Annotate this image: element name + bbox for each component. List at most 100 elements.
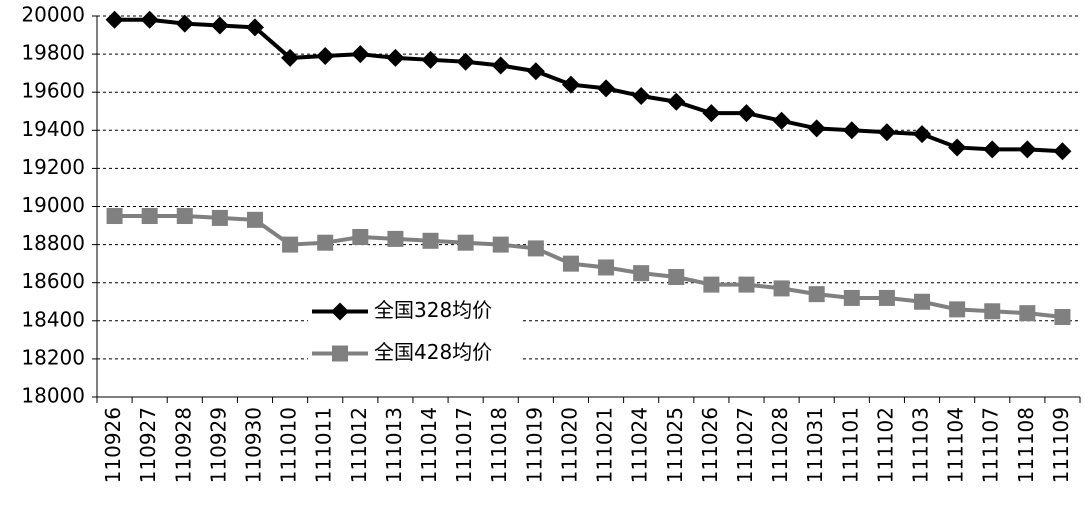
x-tick-label: 111011 <box>312 407 336 483</box>
marker <box>245 18 264 37</box>
y-tick-label: 19200 <box>21 155 85 179</box>
marker <box>457 234 474 251</box>
marker <box>210 16 229 35</box>
legend-label: 全国428均价 <box>374 340 492 364</box>
marker <box>351 45 370 64</box>
y-tick-label: 19800 <box>21 41 85 65</box>
x-tick-label: 111013 <box>382 407 406 483</box>
y-tick-label: 18600 <box>21 269 85 293</box>
marker <box>176 208 193 225</box>
marker <box>878 289 895 306</box>
marker <box>1053 142 1072 161</box>
marker <box>598 259 615 276</box>
marker <box>877 123 896 142</box>
x-tick-label: 111028 <box>768 407 792 483</box>
x-tick-label: 111017 <box>452 407 476 483</box>
marker <box>387 230 404 247</box>
y-tick-label: 18400 <box>21 307 85 331</box>
y-tick-label: 20000 <box>21 3 85 27</box>
x-tick-label: 111031 <box>803 407 827 483</box>
marker <box>316 47 335 66</box>
x-tick-label: 111019 <box>522 407 546 483</box>
marker <box>332 345 348 362</box>
y-tick-label: 19400 <box>21 117 85 141</box>
x-tick-label: 111014 <box>417 407 441 483</box>
marker <box>281 48 300 67</box>
x-tick-label: 111026 <box>698 407 722 483</box>
x-tick-label: 111109 <box>1049 407 1073 483</box>
marker <box>772 111 791 130</box>
marker <box>668 268 685 285</box>
marker <box>842 121 861 140</box>
x-tick-label: 110927 <box>136 407 160 483</box>
marker <box>421 50 440 69</box>
y-tick-label: 18000 <box>21 384 85 408</box>
x-tick-label: 111104 <box>944 407 968 483</box>
marker <box>913 125 932 144</box>
marker <box>492 236 509 253</box>
marker <box>282 236 299 253</box>
marker <box>246 211 263 228</box>
marker <box>703 276 720 293</box>
marker <box>914 293 931 310</box>
marker <box>386 48 405 67</box>
marker <box>352 228 369 245</box>
marker <box>633 265 650 282</box>
marker <box>562 255 579 272</box>
marker <box>141 208 158 225</box>
x-tick-label: 111103 <box>909 407 933 483</box>
x-tick-label: 111108 <box>1014 407 1038 483</box>
marker <box>105 10 124 29</box>
marker <box>808 286 825 303</box>
marker <box>948 138 967 157</box>
x-tick-label: 111020 <box>557 407 581 483</box>
marker <box>984 303 1001 320</box>
series-line <box>114 17 1063 154</box>
x-tick-label: 111027 <box>733 407 757 483</box>
marker <box>140 10 159 29</box>
x-tick-label: 111025 <box>663 407 687 483</box>
x-tick-label: 111101 <box>838 407 862 483</box>
marker <box>211 209 228 226</box>
marker <box>843 289 860 306</box>
y-tick-label: 19600 <box>21 79 85 103</box>
x-tick-label: 110926 <box>101 407 125 483</box>
series-line <box>114 214 1063 319</box>
marker <box>667 92 686 111</box>
marker <box>175 14 194 33</box>
marker <box>527 240 544 257</box>
marker <box>1018 140 1037 159</box>
y-tick-label: 18800 <box>21 231 85 255</box>
marker <box>1054 308 1071 325</box>
marker <box>526 62 545 81</box>
x-tick-label: 111010 <box>277 407 301 483</box>
x-tick-label: 111012 <box>347 407 371 483</box>
x-tick-label: 110928 <box>171 407 195 483</box>
marker <box>561 75 580 94</box>
marker <box>632 87 651 106</box>
x-tick-label: 111021 <box>593 407 617 483</box>
x-tick-label: 111102 <box>873 407 897 483</box>
marker <box>949 301 966 318</box>
legend-label: 全国328均价 <box>374 298 492 322</box>
marker <box>331 302 349 321</box>
y-tick-label: 18200 <box>21 345 85 369</box>
marker <box>773 280 790 297</box>
marker <box>807 119 826 138</box>
marker <box>737 104 756 123</box>
marker <box>456 52 475 71</box>
marker <box>1019 305 1036 322</box>
x-tick-label: 111024 <box>628 407 652 483</box>
marker <box>317 234 334 251</box>
x-tick-label: 110930 <box>241 407 265 483</box>
x-tick-label: 110929 <box>206 407 230 483</box>
marker <box>491 56 510 75</box>
y-tick-label: 19000 <box>21 193 85 217</box>
marker <box>983 140 1002 159</box>
marker <box>738 276 755 293</box>
marker <box>702 104 721 123</box>
marker <box>422 232 439 249</box>
marker <box>597 79 616 98</box>
x-tick-label: 111018 <box>487 407 511 483</box>
